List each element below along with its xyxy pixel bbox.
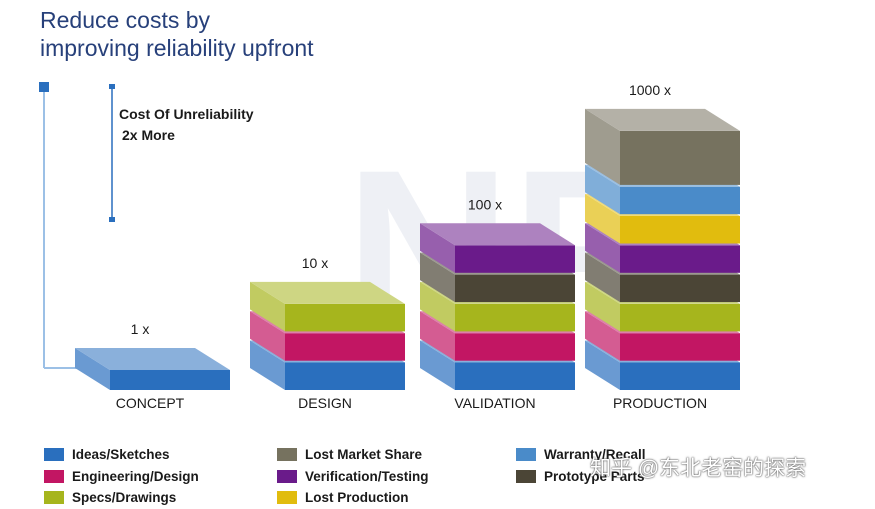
bar-design: DESIGN 10 x <box>250 255 405 411</box>
bar-stacks: CONCEPT 1 x DESIGN 10 x VALIDATION 100 x PRODU… <box>75 82 740 411</box>
bar-segment-ideas <box>75 348 230 390</box>
legend-swatch <box>516 469 536 483</box>
legend-label: Prototype Parts <box>544 468 645 484</box>
bar-validation: VALIDATION 100 x <box>420 196 575 411</box>
segment-top <box>75 348 230 370</box>
category-label-production: PRODUCTION <box>613 395 707 411</box>
segment-side <box>585 311 620 361</box>
bar-segment-specs <box>250 281 405 332</box>
segment-front <box>285 303 405 332</box>
cost-bracket <box>39 82 80 369</box>
legend-label: Specs/Drawings <box>72 490 177 506</box>
legend-label: Lost Market Share <box>305 447 423 463</box>
segment-front <box>455 245 575 273</box>
segment-front <box>285 333 405 361</box>
legend-label: Ideas/Sketches <box>72 447 170 463</box>
legend-item-verification: Verification/Testing <box>277 466 429 488</box>
annotation-top-tick <box>109 84 115 89</box>
bar-segment-verification <box>420 223 575 273</box>
annotation-line-1: Cost Of Unreliability <box>119 106 254 122</box>
stacked-bar-chart: NF Cost Of Unreliability 2x More CONCEPT… <box>39 82 740 411</box>
segment-side <box>420 281 455 332</box>
value-label-production: 1000 x <box>629 82 671 98</box>
category-label-concept: CONCEPT <box>116 395 185 411</box>
legend-item-lost_market: Lost Market Share <box>277 444 429 466</box>
legend-label: Lost Production <box>305 490 409 506</box>
segment-top <box>420 223 575 246</box>
segment-side <box>420 223 455 273</box>
segment-side <box>585 194 620 244</box>
segment-top <box>585 108 740 131</box>
segment-side <box>75 348 110 390</box>
legend-swatch <box>277 469 297 483</box>
legend-item-warranty: Warranty/Recall <box>516 444 646 466</box>
segment-front <box>285 362 405 390</box>
segment-side <box>420 311 455 361</box>
unreliability-annotation: Cost Of Unreliability 2x More <box>109 84 254 222</box>
bar-concept: CONCEPT 1 x <box>75 321 230 411</box>
segment-side <box>585 164 620 215</box>
legend-column-2: Lost Market Share Verification/Testing Los… <box>277 444 429 509</box>
legend-item-lost_production: Lost Production <box>277 487 429 509</box>
legend-item-ideas: Ideas/Sketches <box>44 444 199 466</box>
bar-segment-lost_market <box>585 108 740 185</box>
segment-front <box>455 362 575 390</box>
legend-swatch <box>44 491 64 505</box>
segment-side <box>585 223 620 273</box>
segment-side <box>585 108 620 185</box>
segment-front <box>620 333 740 361</box>
segment-side <box>585 252 620 303</box>
annotation-line-2: 2x More <box>122 127 175 143</box>
legend-item-specs: Specs/Drawings <box>44 487 199 509</box>
segment-front <box>455 333 575 361</box>
segment-front <box>620 303 740 332</box>
segment-front <box>620 186 740 215</box>
segment-front <box>455 303 575 332</box>
category-label-design: DESIGN <box>298 395 352 411</box>
value-label-concept: 1 x <box>131 321 150 337</box>
segment-side <box>420 252 455 303</box>
annotation-bottom-tick <box>109 217 115 222</box>
segment-front <box>110 370 230 390</box>
segment-side <box>250 281 285 332</box>
segment-front <box>620 274 740 303</box>
segment-side <box>420 340 455 390</box>
category-label-validation: VALIDATION <box>454 395 535 411</box>
segment-side <box>585 340 620 390</box>
segment-side <box>250 311 285 361</box>
legend-swatch <box>277 448 297 462</box>
title-line-1: Reduce costs by <box>40 7 211 33</box>
legend-item-prototype: Prototype Parts <box>516 466 646 488</box>
bracket-marker <box>39 82 49 92</box>
legend-swatch <box>277 491 297 505</box>
segment-front <box>620 362 740 390</box>
legend-label: Engineering/Design <box>72 468 199 484</box>
segment-side <box>250 340 285 390</box>
segment-front <box>455 274 575 303</box>
chart-title: Reduce costs by improving reliability up… <box>40 6 314 62</box>
segment-front <box>620 130 740 185</box>
segment-front <box>620 245 740 273</box>
legend-column-3: Warranty/Recall Prototype Parts <box>516 444 646 487</box>
legend-column-1: Ideas/Sketches Engineering/Design Specs/Dr… <box>44 444 199 509</box>
segment-front <box>620 216 740 244</box>
legend-label: Warranty/Recall <box>544 447 646 463</box>
watermark-text: 知乎 @东北老窑的探索 <box>590 457 807 480</box>
legend-swatch <box>516 448 536 462</box>
title-line-2: improving reliability upfront <box>40 35 314 61</box>
legend-swatch <box>44 448 64 462</box>
value-label-design: 10 x <box>302 255 328 271</box>
legend-item-engineering: Engineering/Design <box>44 466 199 488</box>
legend-label: Verification/Testing <box>305 468 429 484</box>
segment-side <box>585 281 620 332</box>
legend-swatch <box>44 469 64 483</box>
value-label-validation: 100 x <box>468 196 502 212</box>
bar-production: PRODUCTION 1000 x <box>585 82 740 411</box>
segment-top <box>250 281 405 304</box>
